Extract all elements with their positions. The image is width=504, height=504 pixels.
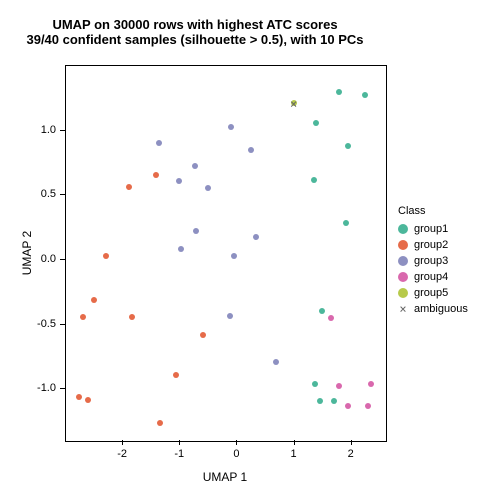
chart-title: UMAP on 30000 rows with highest ATC scor… — [0, 18, 390, 48]
legend-swatch-cross: × — [398, 304, 408, 314]
scatter-point — [253, 234, 259, 240]
title-line-2: 39/40 confident samples (silhouette > 0.… — [0, 33, 390, 48]
scatter-point — [193, 228, 199, 234]
y-tick-mark — [60, 130, 65, 131]
scatter-point — [228, 124, 234, 130]
legend-label: group3 — [414, 255, 448, 267]
scatter-point — [91, 297, 97, 303]
legend-swatch — [398, 256, 408, 266]
scatter-point — [231, 253, 237, 259]
x-tick-label: 2 — [348, 448, 354, 460]
scatter-point — [205, 185, 211, 191]
y-tick-mark — [60, 324, 65, 325]
legend-item: group4 — [398, 269, 468, 285]
y-tick-mark — [60, 194, 65, 195]
x-axis-label: UMAP 1 — [125, 470, 325, 484]
scatter-point — [345, 143, 351, 149]
scatter-point — [336, 383, 342, 389]
title-line-1: UMAP on 30000 rows with highest ATC scor… — [0, 18, 390, 33]
legend-item: group2 — [398, 237, 468, 253]
y-tick-label: -1.0 — [30, 382, 56, 394]
x-tick-label: 0 — [233, 448, 239, 460]
scatter-point — [227, 313, 233, 319]
scatter-point — [331, 398, 337, 404]
scatter-point — [80, 314, 86, 320]
y-tick-mark — [60, 388, 65, 389]
legend-label: group5 — [414, 287, 448, 299]
legend-swatch — [398, 272, 408, 282]
y-tick-label: 0.5 — [30, 188, 56, 200]
x-tick-mark — [351, 440, 352, 445]
scatter-point — [313, 120, 319, 126]
x-tick-mark — [122, 440, 123, 445]
scatter-point — [345, 403, 351, 409]
legend-item: × ambiguous — [398, 301, 468, 317]
scatter-point — [157, 420, 163, 426]
y-tick-mark — [60, 259, 65, 260]
scatter-point — [76, 394, 82, 400]
scatter-point — [311, 177, 317, 183]
legend-swatch — [398, 240, 408, 250]
legend-title: Class — [398, 205, 468, 217]
scatter-point — [176, 178, 182, 184]
scatter-point — [317, 398, 323, 404]
y-tick-label: -0.5 — [30, 318, 56, 330]
scatter-point — [336, 89, 342, 95]
scatter-point — [362, 92, 368, 98]
scatter-point-cross: × — [289, 98, 299, 108]
legend-label: ambiguous — [414, 303, 468, 315]
scatter-point — [368, 381, 374, 387]
x-tick-mark — [294, 440, 295, 445]
scatter-point — [248, 147, 254, 153]
x-tick-mark — [236, 440, 237, 445]
legend-swatch — [398, 224, 408, 234]
x-tick-label: 1 — [291, 448, 297, 460]
scatter-point — [328, 315, 334, 321]
scatter-point — [178, 246, 184, 252]
scatter-point — [365, 403, 371, 409]
scatter-point — [273, 359, 279, 365]
legend: Class group1 group2 group3 group4 group5 × amb… — [398, 205, 468, 317]
scatter-point — [85, 397, 91, 403]
y-tick-label: 0.0 — [30, 253, 56, 265]
scatter-point — [173, 372, 179, 378]
x-tick-mark — [179, 440, 180, 445]
legend-label: group4 — [414, 271, 448, 283]
legend-swatch — [398, 288, 408, 298]
scatter-point — [156, 140, 162, 146]
x-tick-label: -2 — [117, 448, 127, 460]
scatter-point — [126, 184, 132, 190]
scatter-figure: UMAP on 30000 rows with highest ATC scor… — [0, 0, 504, 504]
legend-label: group2 — [414, 239, 448, 251]
x-tick-label: -1 — [174, 448, 184, 460]
y-tick-label: 1.0 — [30, 124, 56, 136]
scatter-point — [103, 253, 109, 259]
scatter-point — [129, 314, 135, 320]
scatter-point — [312, 381, 318, 387]
scatter-point — [153, 172, 159, 178]
scatter-point — [200, 332, 206, 338]
legend-item: group3 — [398, 253, 468, 269]
scatter-point — [192, 163, 198, 169]
legend-item: group5 — [398, 285, 468, 301]
scatter-point — [343, 220, 349, 226]
legend-item: group1 — [398, 221, 468, 237]
scatter-point — [319, 308, 325, 314]
legend-label: group1 — [414, 223, 448, 235]
